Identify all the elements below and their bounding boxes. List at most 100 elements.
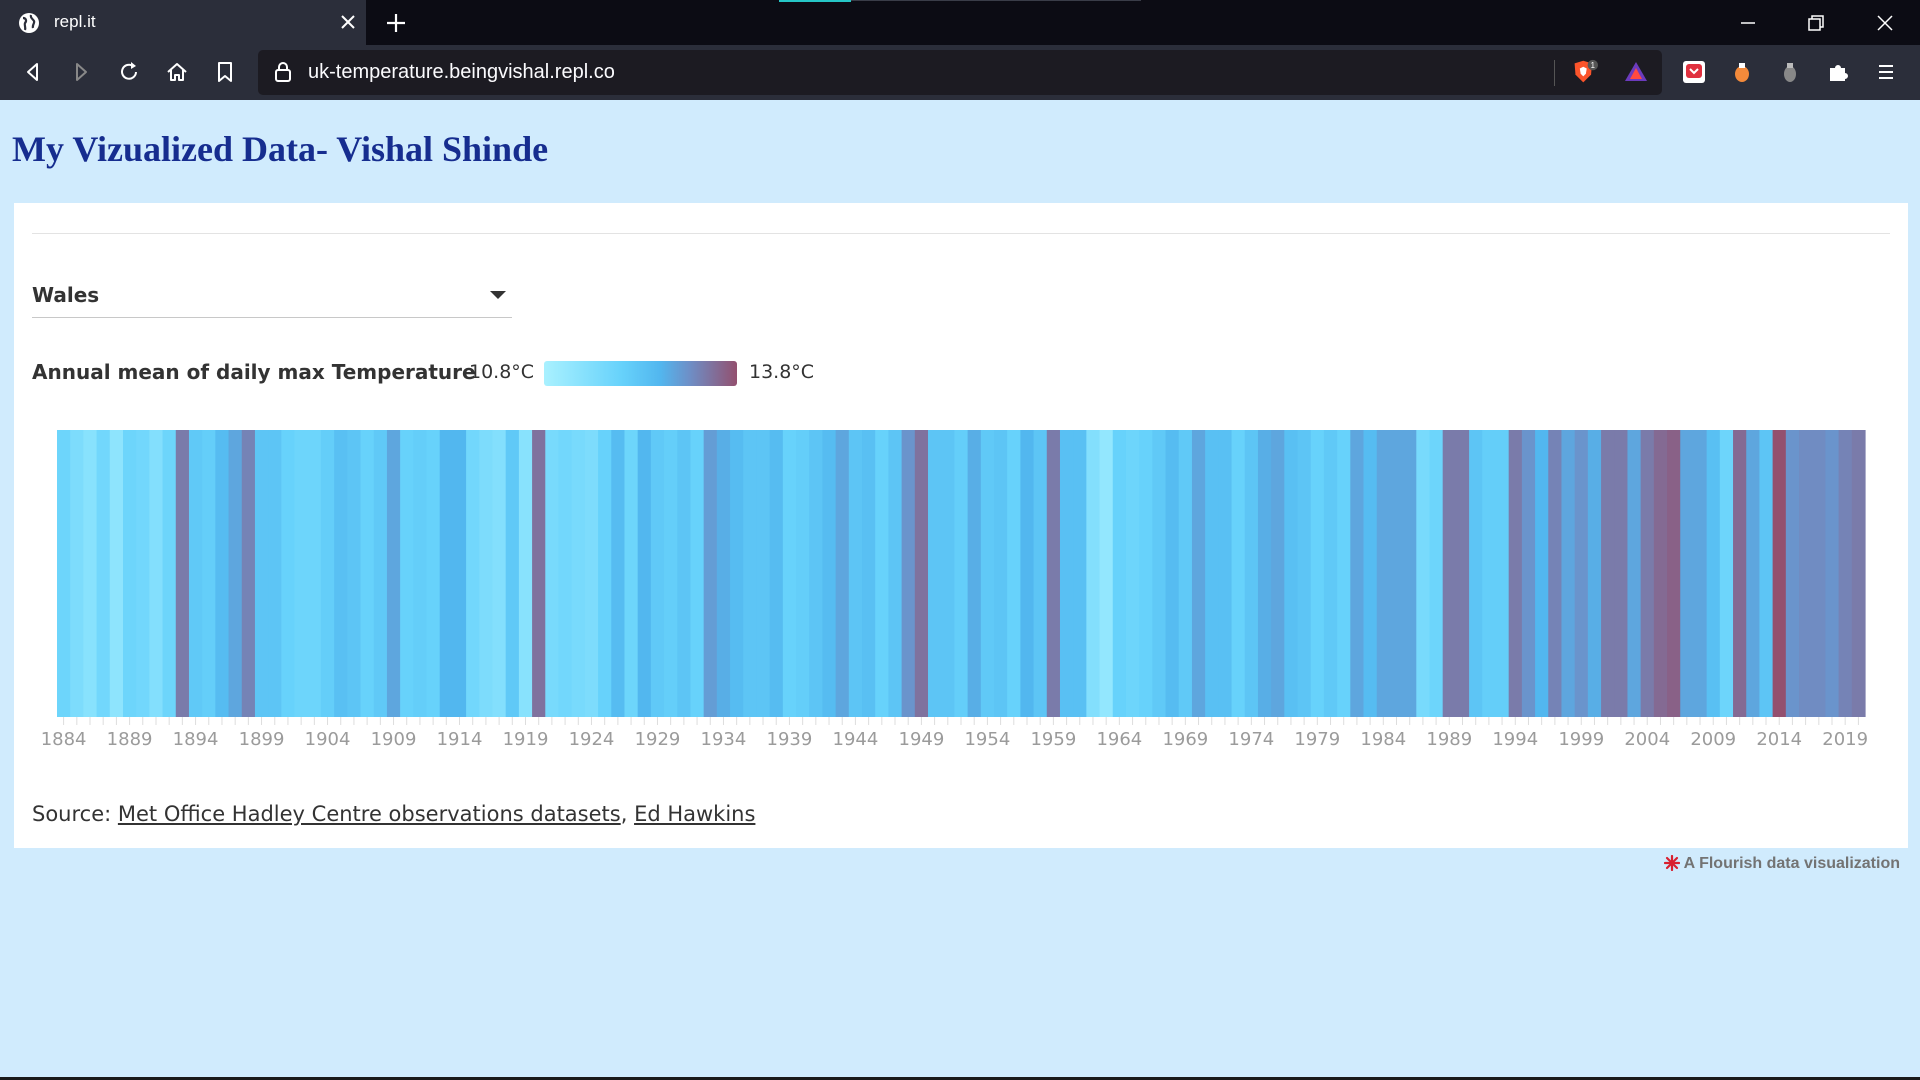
stripe-1968[interactable]	[1165, 430, 1180, 717]
stripe-1953[interactable]	[967, 430, 982, 717]
tab-active[interactable]: repl.it	[0, 0, 366, 45]
stripe-2003[interactable]	[1627, 430, 1642, 717]
reload-icon[interactable]	[116, 59, 142, 85]
stripe-1902[interactable]	[294, 430, 309, 717]
stripe-1918[interactable]	[505, 430, 520, 717]
stripe-1913[interactable]	[439, 430, 454, 717]
stripe-1903[interactable]	[307, 430, 322, 717]
stripe-2013[interactable]	[1759, 430, 1774, 717]
stripe-1904[interactable]	[320, 430, 335, 717]
stripe-1979[interactable]	[1310, 430, 1325, 717]
stripe-1998[interactable]	[1561, 430, 1576, 717]
stripe-1884[interactable]	[57, 430, 71, 717]
stripe-1964[interactable]	[1112, 430, 1127, 717]
stripe-1924[interactable]	[584, 430, 599, 717]
stripe-1999[interactable]	[1574, 430, 1589, 717]
stripe-1957[interactable]	[1020, 430, 1035, 717]
stripe-1941[interactable]	[809, 430, 824, 717]
stripe-1977[interactable]	[1284, 430, 1299, 717]
stripe-1928[interactable]	[637, 430, 652, 717]
stripe-1966[interactable]	[1139, 430, 1153, 717]
brave-shield-icon[interactable]: 1	[1572, 59, 1598, 85]
stripe-1908[interactable]	[373, 430, 388, 717]
stripe-1892[interactable]	[162, 430, 177, 717]
stripe-2011[interactable]	[1733, 430, 1747, 717]
stripe-1950[interactable]	[928, 430, 942, 717]
stripe-2000[interactable]	[1587, 430, 1602, 717]
stripe-1969[interactable]	[1178, 430, 1193, 717]
new-tab-icon[interactable]	[383, 10, 409, 36]
stripe-1995[interactable]	[1521, 430, 1536, 717]
stripe-2006[interactable]	[1667, 430, 1681, 717]
stripe-2001[interactable]	[1601, 430, 1615, 717]
menu-icon[interactable]	[1873, 59, 1899, 85]
stripe-2018[interactable]	[1825, 430, 1840, 717]
stripe-1940[interactable]	[796, 430, 810, 717]
stripe-1986[interactable]	[1403, 430, 1417, 717]
stripe-2020[interactable]	[1851, 430, 1866, 717]
stripe-2017[interactable]	[1812, 430, 1827, 717]
stripe-2008[interactable]	[1693, 430, 1708, 717]
stripe-1925[interactable]	[598, 430, 612, 717]
stripe-1905[interactable]	[334, 430, 348, 717]
stripe-2019[interactable]	[1838, 430, 1853, 717]
stripe-1916[interactable]	[479, 430, 494, 717]
stripe-1987[interactable]	[1416, 430, 1431, 717]
stripe-2012[interactable]	[1746, 430, 1761, 717]
stripe-1910[interactable]	[400, 430, 414, 717]
stripe-1890[interactable]	[136, 430, 150, 717]
stripe-1963[interactable]	[1099, 430, 1114, 717]
stripe-1914[interactable]	[452, 430, 467, 717]
stripe-1990[interactable]	[1455, 430, 1470, 717]
stripe-1907[interactable]	[360, 430, 375, 717]
stripe-2004[interactable]	[1640, 430, 1655, 717]
stripe-1983[interactable]	[1363, 430, 1378, 717]
stripe-1993[interactable]	[1495, 430, 1510, 717]
stripe-1889[interactable]	[122, 430, 137, 717]
stripe-1894[interactable]	[188, 430, 203, 717]
stripe-1895[interactable]	[202, 430, 216, 717]
stripe-1973[interactable]	[1231, 430, 1246, 717]
restore-icon[interactable]	[1805, 12, 1827, 34]
stripe-1934[interactable]	[716, 430, 731, 717]
stripe-2014[interactable]	[1772, 430, 1787, 717]
stripe-1970[interactable]	[1191, 430, 1206, 717]
stripe-1933[interactable]	[703, 430, 718, 717]
extension-gray-icon[interactable]	[1777, 59, 1803, 85]
stripe-2015[interactable]	[1785, 430, 1800, 717]
back-icon[interactable]	[20, 59, 46, 85]
stripe-1893[interactable]	[175, 430, 190, 717]
stripe-1885[interactable]	[70, 430, 84, 717]
stripe-1897[interactable]	[228, 430, 243, 717]
stripe-1988[interactable]	[1429, 430, 1444, 717]
stripe-1901[interactable]	[281, 430, 296, 717]
stripe-1949[interactable]	[914, 430, 929, 717]
stripe-1915[interactable]	[466, 430, 480, 717]
stripe-1922[interactable]	[558, 430, 573, 717]
stripe-1929[interactable]	[650, 430, 665, 717]
stripe-1943[interactable]	[835, 430, 850, 717]
stripe-1974[interactable]	[1244, 430, 1259, 717]
stripe-1997[interactable]	[1548, 430, 1563, 717]
brave-rewards-icon[interactable]	[1623, 59, 1649, 85]
stripe-1912[interactable]	[426, 430, 441, 717]
stripe-1923[interactable]	[571, 430, 586, 717]
stripe-1939[interactable]	[782, 430, 797, 717]
stripe-1982[interactable]	[1350, 430, 1365, 717]
stripe-1917[interactable]	[492, 430, 507, 717]
home-icon[interactable]	[164, 59, 190, 85]
source-link-ed-hawkins[interactable]: Ed Hawkins	[634, 802, 756, 826]
stripe-1962[interactable]	[1086, 430, 1101, 717]
stripe-1991[interactable]	[1469, 430, 1483, 717]
minimize-icon[interactable]	[1737, 12, 1759, 34]
stripe-1930[interactable]	[664, 430, 678, 717]
stripe-1896[interactable]	[215, 430, 230, 717]
stripe-1899[interactable]	[254, 430, 269, 717]
stripe-2005[interactable]	[1653, 430, 1668, 717]
stripe-1945[interactable]	[862, 430, 876, 717]
stripe-1906[interactable]	[347, 430, 362, 717]
stripe-1944[interactable]	[848, 430, 863, 717]
stripe-2007[interactable]	[1680, 430, 1695, 717]
stripe-1994[interactable]	[1508, 430, 1523, 717]
stripe-1898[interactable]	[241, 430, 256, 717]
